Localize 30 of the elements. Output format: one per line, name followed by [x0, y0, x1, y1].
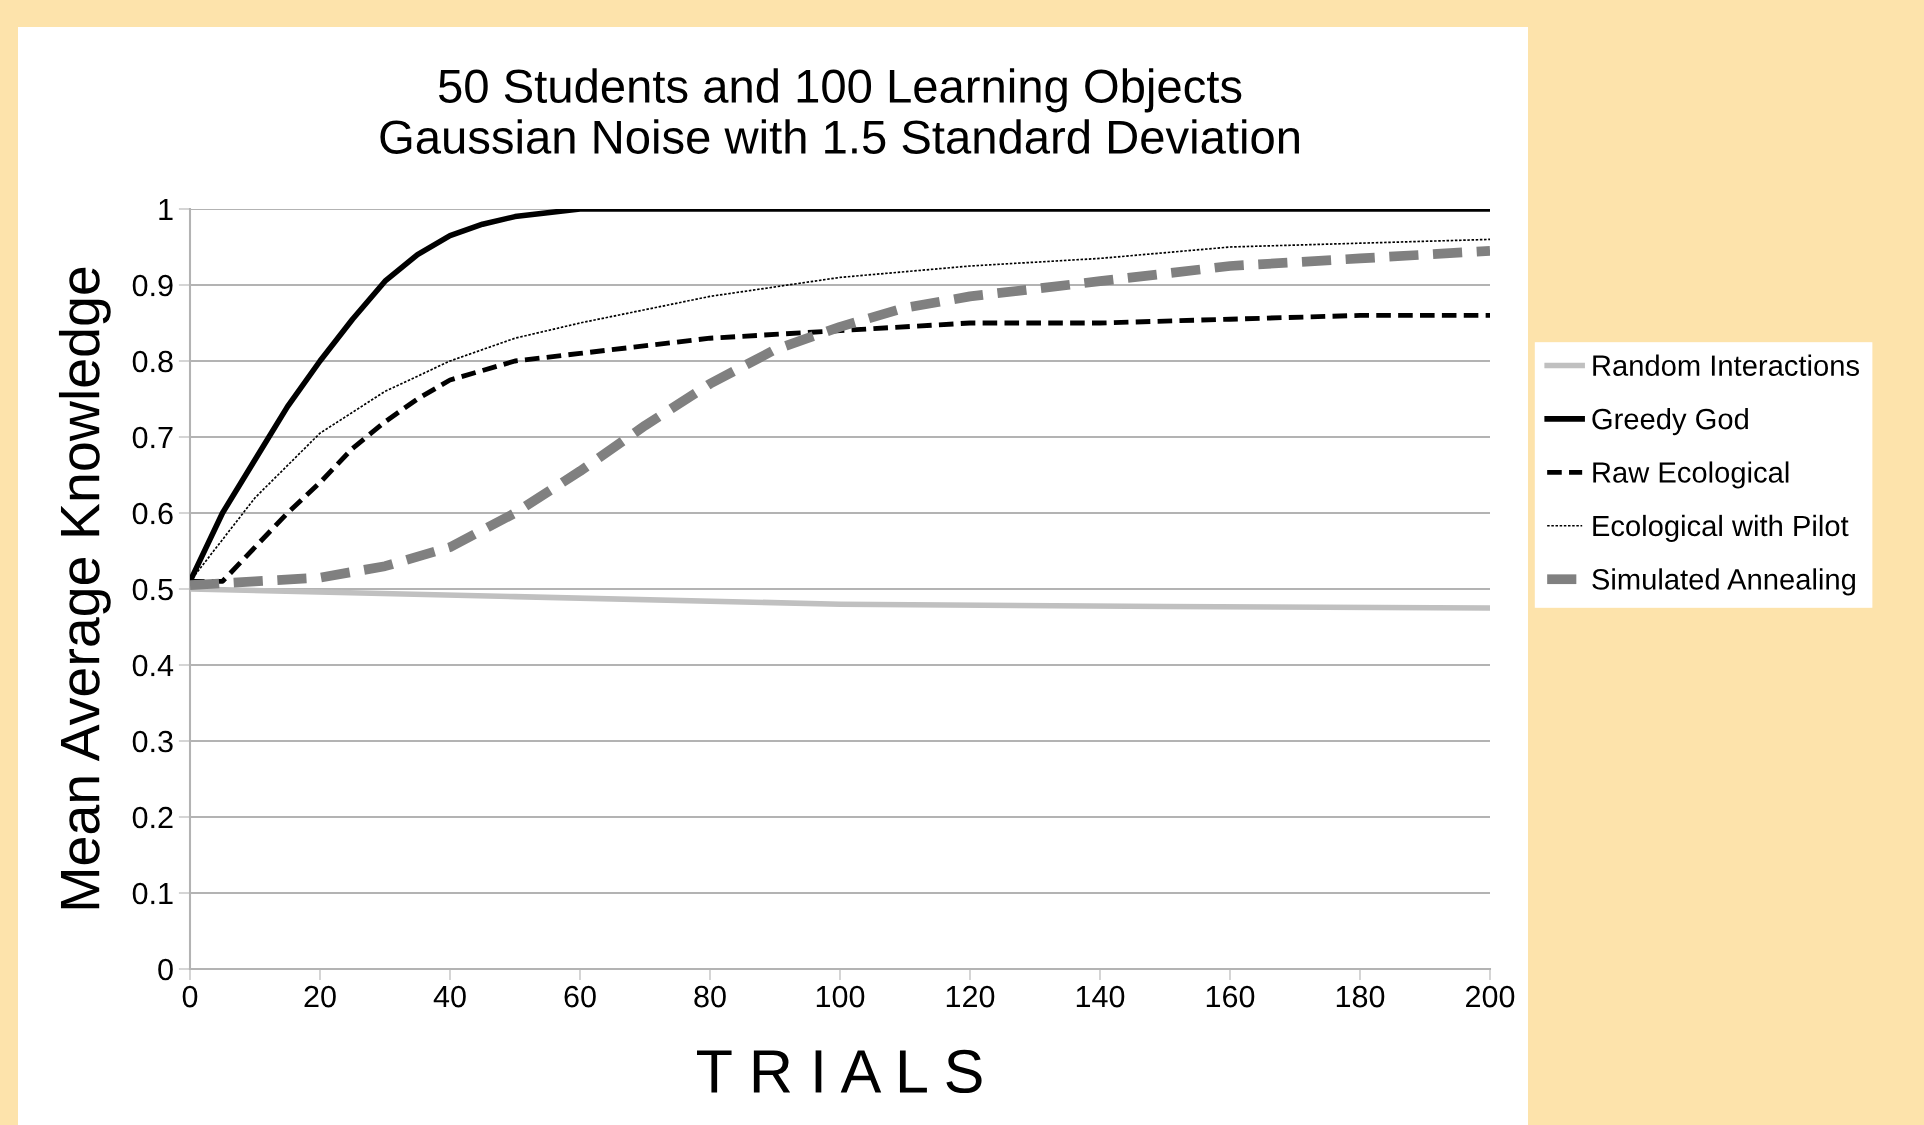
x-tick-label: 0 [182, 985, 198, 1008]
x-tick-label: 40 [433, 985, 466, 1008]
legend-label: Raw Ecological [1593, 461, 1789, 489]
chart-title: 50 Students and 100 Learning Objects Gaussian Noise with 1.5 Standard Deviation [380, 68, 1299, 154]
legend-label: Random Interactions [1593, 354, 1859, 376]
x-tick-label: 100 [816, 985, 865, 1008]
y-tick-label: 0.7 [132, 426, 173, 449]
x-tick-label: 200 [1466, 985, 1515, 1008]
x-tick-label: 180 [1336, 985, 1385, 1008]
legend-label: Simulated Annealing [1592, 568, 1855, 596]
y-axis-title: Mean Average Knowledge [58, 267, 111, 909]
x-tick-label: 80 [694, 985, 726, 1008]
x-tick-label: 160 [1206, 985, 1255, 1008]
x-tick-label: 120 [946, 985, 995, 1008]
x-tick-label: 140 [1076, 985, 1125, 1008]
y-tick-label: 0.8 [132, 350, 173, 373]
y-tick-label: 0.1 [132, 882, 173, 905]
y-tick-label: 0.6 [132, 502, 173, 525]
y-tick-label: 0.4 [132, 654, 174, 677]
y-tick-label: 1 [159, 199, 173, 221]
x-axis-title: T R I A L S [697, 1049, 982, 1094]
x-tick-label: 20 [304, 985, 336, 1008]
y-tick-label: 0.3 [132, 730, 173, 753]
y-tick-label: 0.5 [132, 578, 173, 601]
y-tick-label: 0.2 [132, 806, 173, 829]
y-tick-label: 0.9 [132, 274, 173, 297]
x-tick-label: 60 [564, 985, 596, 1008]
y-tick-label: 0 [158, 958, 173, 981]
legend-label: Ecological with Pilot [1593, 514, 1849, 543]
legend-label: Greedy God [1592, 407, 1748, 436]
